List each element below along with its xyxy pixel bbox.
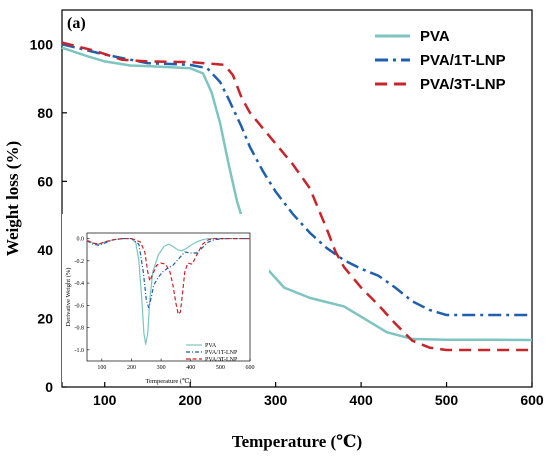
main-plot-frame: [61, 9, 533, 388]
inset-y-tick-label-0-0: 0.0: [77, 237, 85, 243]
panel-label: (a): [67, 15, 86, 32]
inset-x-tick-label-100: 100: [97, 365, 106, 371]
inset-y-axis-title: Derivative Weight (%): [65, 268, 72, 327]
main-axis-ticks: 100 200 300 400 500 600 0 20 40 60 80 100: [30, 36, 544, 408]
main-x-tick-label-600: 600: [520, 392, 544, 408]
main-x-tick-label-200: 200: [179, 392, 203, 408]
inset-plot-frame: [86, 232, 251, 362]
inset-legend: PVA PVA/1T-LNP PVA/3T-LNP: [186, 343, 238, 363]
inset-x-tick-label-600: 600: [246, 365, 255, 371]
main-y-tick-label-60: 60: [37, 173, 53, 189]
main-x-tick-label-300: 300: [264, 392, 288, 408]
inset-legend-label-pva-3t-lnp: PVA/3T-LNP: [205, 357, 238, 363]
main-y-tick-label-0: 0: [45, 379, 53, 395]
main-x-tick-label-400: 400: [349, 392, 373, 408]
inset-y-tick-label-0-4: -0.4: [75, 281, 85, 287]
inset-y-tick-label-0-8: -0.8: [75, 326, 85, 332]
inset-legend-label-pva: PVA: [205, 343, 217, 349]
inset-y-tick-label-0-6: -0.6: [75, 303, 85, 309]
inset-chart: 100 200 300 400 500 600 0.0 -0.2 -0.4 -0.6 -0.8 -1.…: [62, 214, 269, 385]
inset-y-tick-label-0-2: -0.2: [75, 259, 85, 265]
main-y-tick-label-20: 20: [37, 310, 53, 326]
inset-x-tick-label-200: 200: [127, 365, 136, 371]
inset-series-group: [86, 237, 250, 345]
inset-y-tick-label-1-0: -1.0: [75, 348, 85, 354]
inset-x-tick-label-500: 500: [216, 365, 225, 371]
y-axis-title: Weight loss (%): [3, 141, 22, 256]
main-series-pva-1t-lnp: [61, 43, 532, 317]
inset-x-axis-title: Temperature (℃): [146, 377, 192, 385]
x-axis-title: Temperature (℃): [232, 432, 362, 451]
inset-background: [62, 214, 269, 382]
inset-series-pva-3t-lnp: [86, 237, 250, 315]
inset-x-tick-label-400: 400: [186, 365, 195, 371]
inset-legend-label-pva-1t-lnp: PVA/1T-LNP: [205, 350, 238, 356]
main-x-tick-label-100: 100: [93, 392, 117, 408]
legend-label-pva-3t-lnp: PVA/3T-LNP: [420, 76, 506, 93]
main-legend: PVA PVA/1T-LNP PVA/3T-LNP: [375, 28, 506, 93]
inset-axis-ticks: 100 200 300 400 500 600 0.0 -0.2 -0.4 -0.6 -0.8 -1.…: [75, 237, 255, 371]
main-series-pva-3t-lnp: [61, 41, 532, 352]
legend-label-pva: PVA: [420, 28, 450, 45]
legend-label-pva-1t-lnp: PVA/1T-LNP: [420, 52, 506, 69]
main-y-tick-label-100: 100: [30, 36, 54, 52]
main-y-tick-label-40: 40: [37, 242, 53, 258]
main-y-tick-label-80: 80: [37, 105, 53, 121]
inset-x-tick-label-300: 300: [157, 365, 166, 371]
main-x-tick-label-500: 500: [435, 392, 459, 408]
